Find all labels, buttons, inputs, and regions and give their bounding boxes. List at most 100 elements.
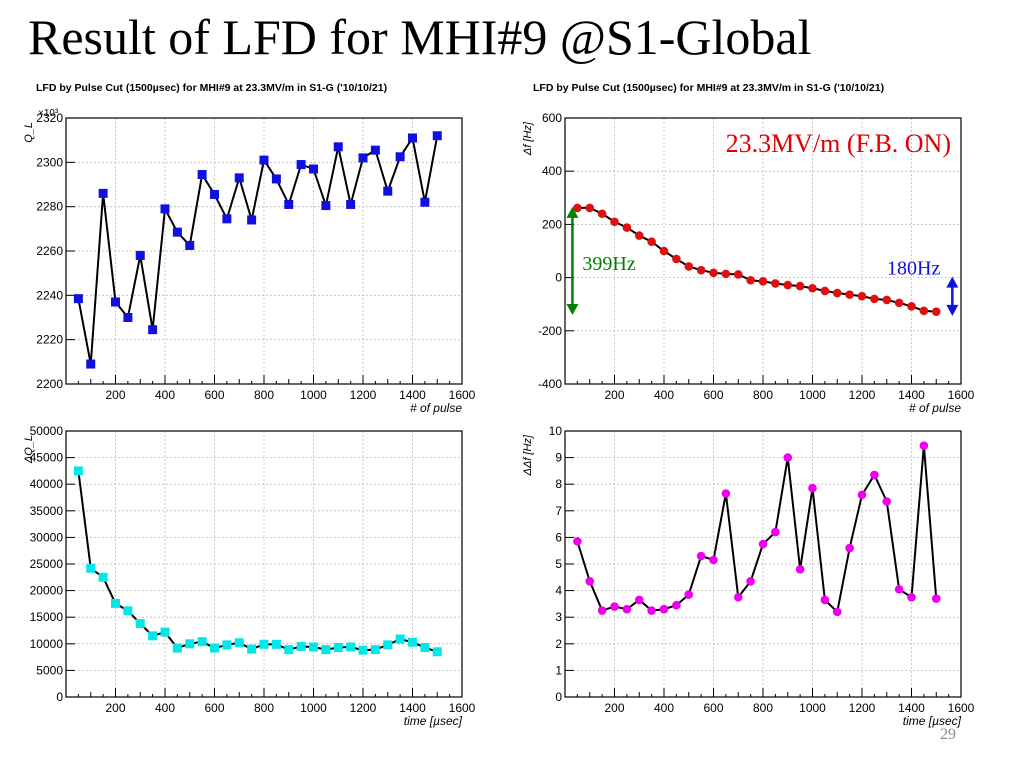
data-point (370, 645, 380, 655)
data-point (721, 269, 731, 279)
data-point (771, 279, 780, 288)
panel-title-left: LFD by Pulse Cut (1500µsec) for MHI#9 at… (36, 82, 388, 94)
data-point (820, 286, 830, 296)
data-point (857, 490, 867, 500)
data-point (931, 307, 941, 316)
data-point (148, 631, 158, 641)
data-point (309, 164, 318, 174)
x-tick-label: 600 (703, 388, 723, 402)
delta-ql-vs-time-chart: 200 400 600 800 1000 1200 1400 1600 0 5000 10000 15… (23, 424, 476, 728)
data-point (271, 174, 281, 184)
x-axis-title: time [µsec] (404, 714, 463, 728)
data-point (197, 637, 207, 647)
x-tick-label: 1400 (898, 701, 925, 715)
y-tick-label: 2200 (36, 377, 63, 391)
data-point (573, 203, 582, 213)
data-point (585, 576, 595, 586)
data-point (321, 645, 331, 655)
x-tick-label: 1200 (350, 388, 377, 402)
y-tick-label: 400 (542, 164, 562, 178)
data-point (73, 466, 83, 476)
y-tick-label: 8 (555, 477, 562, 491)
y-axis-title: ΔQ_L (23, 435, 35, 464)
data-point (346, 642, 356, 652)
y-tick-label: 9 (555, 451, 562, 465)
x-tick-label: 400 (654, 701, 674, 715)
x-tick-label: 1600 (449, 388, 476, 402)
data-point (358, 645, 368, 655)
annotation-399hz-label: 399Hz (582, 253, 635, 275)
data-point (333, 643, 343, 653)
y-tick-label: 20000 (30, 584, 64, 598)
slide-title: Result of LFD for MHI#9 @S1-Global (28, 9, 812, 65)
data-point (931, 594, 941, 603)
data-point (408, 637, 417, 647)
data-point (210, 189, 219, 199)
y-tick-label: 45000 (30, 451, 64, 465)
y-tick-label: 30000 (30, 530, 64, 544)
y-tick-label: 0 (555, 271, 562, 285)
data-point (309, 642, 318, 652)
y-tick-label: 2 (555, 637, 562, 651)
data-point (148, 325, 158, 335)
data-point (647, 237, 656, 246)
annotation-180hz-arrowhead-bottom (946, 304, 959, 316)
data-point (111, 598, 120, 608)
x-tick-label: 200 (604, 388, 624, 402)
data-point (73, 294, 83, 304)
data-point (259, 155, 269, 165)
data-point (882, 295, 892, 305)
data-point (795, 565, 805, 574)
data-point (135, 619, 145, 629)
data-point (420, 643, 430, 653)
data-point (832, 607, 842, 617)
y-tick-label: 25000 (30, 557, 64, 571)
y-tick-label: 0 (555, 690, 562, 704)
data-point (370, 145, 380, 155)
y-axis-title: ΔΔf [Hz] (522, 434, 534, 476)
x-axis-title: time [µsec] (903, 714, 962, 728)
x-tick-label: 1200 (849, 701, 876, 715)
y-tick-label: 10000 (30, 637, 64, 651)
data-point (247, 644, 257, 654)
data-point (672, 254, 681, 264)
x-tick-label: 800 (254, 701, 274, 715)
data-point (783, 453, 793, 462)
y-tick-label: 10 (549, 424, 563, 438)
data-point (622, 604, 632, 614)
data-point (894, 298, 904, 308)
annotation-399hz-arrowhead-bottom (566, 304, 579, 316)
data-point (771, 527, 780, 537)
data-point (234, 638, 244, 648)
data-point (222, 640, 232, 650)
y-tick-label: 35000 (30, 504, 64, 518)
detuning-vs-pulse-chart: 200 400 600 800 1000 1200 1400 1600 -400 -200 0 200… (522, 111, 975, 415)
x-tick-label: 1400 (898, 388, 925, 402)
data-point (832, 288, 842, 298)
y-tick-label: 2320 (36, 111, 63, 125)
ql-vs-pulse-chart: 200 400 600 800 1000 1200 1400 1600 2200 2220 2240… (23, 108, 476, 415)
annotation-399hz-arrowhead-top (566, 206, 579, 218)
x-tick-label: 1400 (399, 701, 426, 715)
y-tick-label: -200 (538, 324, 562, 338)
y-tick-label: 200 (542, 217, 562, 231)
x-tick-label: 200 (604, 701, 624, 715)
data-point (432, 647, 442, 657)
data-point (820, 595, 830, 605)
y-tick-label: 2240 (36, 288, 63, 302)
y-tick-label: 7 (555, 504, 562, 518)
data-point (86, 563, 96, 573)
data-point (672, 600, 681, 610)
x-tick-label: 1600 (449, 701, 476, 715)
x-tick-label: 800 (753, 388, 773, 402)
x-tick-label: 1000 (300, 388, 327, 402)
x-tick-label: 1600 (948, 388, 975, 402)
annotation-180hz-arrowhead-top (946, 276, 959, 288)
data-point (222, 214, 232, 224)
data-point (284, 645, 294, 655)
slide-number: 29 (940, 726, 956, 743)
x-tick-label: 1400 (399, 388, 426, 402)
y-tick-label: 2280 (36, 200, 63, 214)
y-tick-label: 15000 (30, 610, 64, 624)
data-point (622, 223, 632, 232)
